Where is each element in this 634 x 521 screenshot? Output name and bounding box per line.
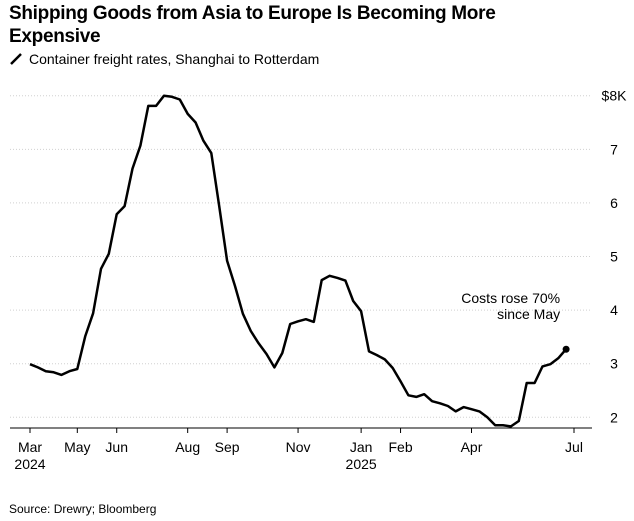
- annotation: since May: [497, 306, 560, 322]
- x-tick-label: May: [64, 439, 90, 455]
- y-tick-label: $8K: [602, 88, 628, 104]
- x-tick-label: Mar 2024: [14, 439, 45, 472]
- y-tick-label: 3: [610, 356, 618, 372]
- x-tick-label: Sep: [215, 439, 240, 455]
- source: Source: Drewry; Bloomberg: [9, 502, 157, 516]
- x-tick-label: Aug: [175, 439, 200, 455]
- y-tick-label: 2: [610, 409, 618, 425]
- y-tick-label: 4: [610, 302, 618, 318]
- x-tick-label: Apr: [461, 439, 483, 455]
- y-tick-label: 6: [610, 195, 618, 211]
- x-tick-label: Nov: [286, 439, 311, 455]
- line: [29, 94, 568, 428]
- legend-icon: [10, 53, 22, 65]
- chart-title: Shipping Goods from Asia to Europe Is Be…: [9, 3, 496, 47]
- annotation: Costs rose 70%: [461, 290, 560, 306]
- x-tick-label: Jan 2025: [346, 439, 377, 472]
- legend: Container freight rates, Shanghai to Rot…: [9, 51, 319, 67]
- y-tick-label: 7: [610, 141, 618, 157]
- legend-label: Container freight rates, Shanghai to Rot…: [29, 51, 320, 67]
- x-tick-label: Jul: [565, 439, 583, 455]
- x-tick-label: Jun: [105, 439, 128, 455]
- end-marker: [562, 345, 570, 353]
- x-tick-label: Feb: [388, 439, 412, 455]
- y-tick-label: 5: [610, 249, 618, 265]
